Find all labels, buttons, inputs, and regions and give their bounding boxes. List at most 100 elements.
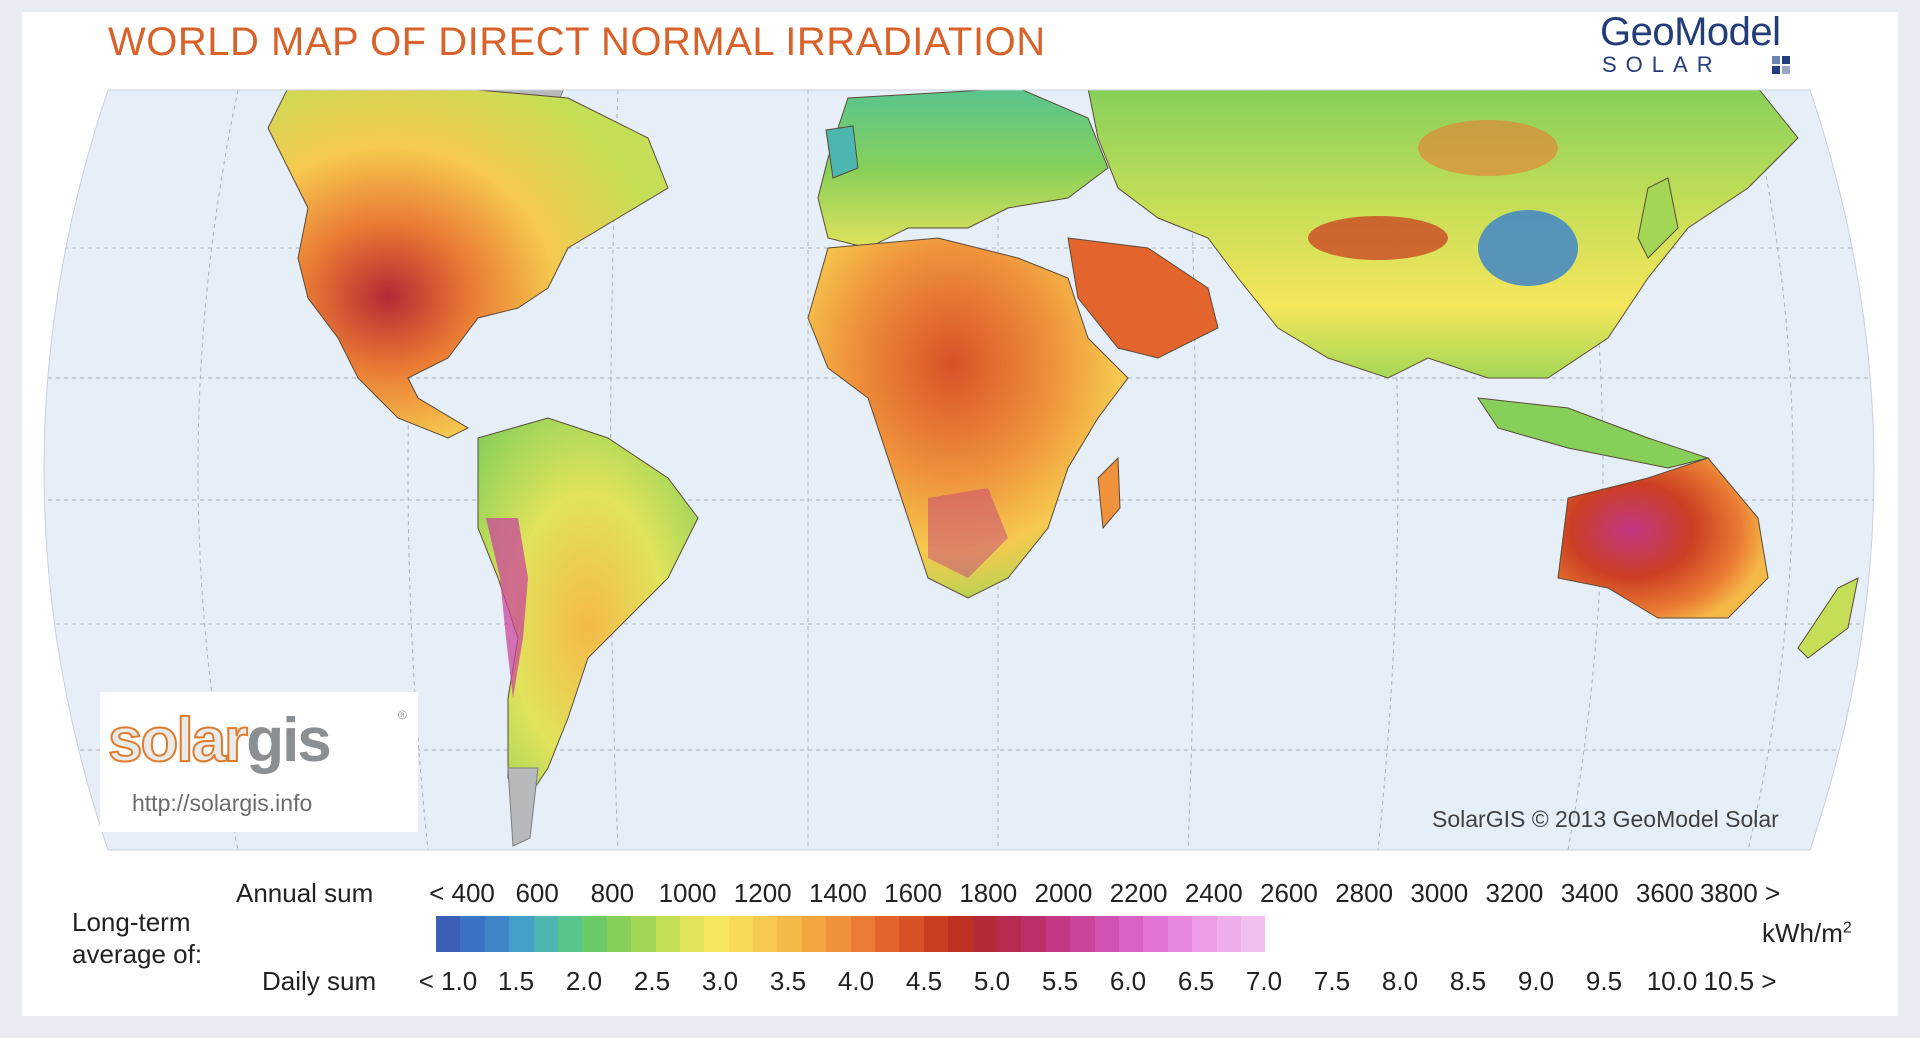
solargis-registered-mark: ® [398, 708, 407, 722]
north-america-shape [267, 90, 669, 439]
indonesia-shape [1476, 397, 1710, 469]
southern-africa-shape [928, 488, 1008, 578]
daily-tick-label: 4.0 [837, 966, 875, 996]
daily-tick-label: 8.0 [1381, 966, 1419, 996]
daily-tick-label: 10.5 > [1703, 966, 1777, 996]
daily-tick-label: 9.0 [1517, 966, 1555, 996]
daily-tick-label: 1.5 [497, 966, 535, 996]
legend-swatch [509, 916, 534, 952]
legend-swatch [460, 916, 485, 952]
annual-tick-label: 2400 [1184, 878, 1243, 908]
japan-shape [1637, 177, 1679, 259]
daily-tick-label: 3.5 [769, 966, 807, 996]
geomodel-squares-icon [1772, 56, 1790, 74]
daily-sum-label: Daily sum [262, 966, 377, 996]
daily-tick-label: 2.5 [633, 966, 671, 996]
patagonia-shape [507, 767, 539, 847]
daily-tick-label: < 1.0 [418, 966, 478, 996]
daily-tick-label: 3.0 [701, 966, 739, 996]
legend-heading: Long-term average of: [72, 907, 203, 969]
annual-tick-label: 3200 [1485, 878, 1544, 908]
daily-tick-label: 5.5 [1041, 966, 1079, 996]
annual-tick-label: 2200 [1109, 878, 1168, 908]
sichuan-region-shape [1478, 210, 1578, 286]
legend-swatch [875, 916, 900, 952]
solargis-url: http://solargis.info [132, 790, 313, 816]
legend-swatch [996, 916, 1022, 952]
daily-tick-label: 6.5 [1177, 966, 1215, 996]
annual-tick-label: 1800 [959, 878, 1018, 908]
copyright-text: SolarGIS © 2013 GeoModel Solar [1432, 806, 1779, 832]
daily-tick-label: 9.5 [1585, 966, 1623, 996]
mongolia-region-shape [1418, 120, 1558, 176]
daily-tick-label: 8.5 [1449, 966, 1487, 996]
solargis-logo: solargis [107, 706, 332, 775]
annual-tick-label: 3000 [1410, 878, 1469, 908]
legend-swatch [436, 916, 461, 952]
annual-tick-label: 600 [515, 878, 559, 908]
annual-tick-label: 2000 [1034, 878, 1093, 908]
africa-shape [807, 237, 1129, 599]
annual-tick-label: 1400 [808, 878, 867, 908]
annual-tick-label: < 400 [429, 878, 495, 908]
annual-tick-label: 3400 [1560, 878, 1619, 908]
daily-tick-label: 5.0 [973, 966, 1011, 996]
legend-swatch [631, 916, 656, 952]
legend-swatch [1216, 916, 1241, 952]
legend-swatch [826, 916, 851, 952]
daily-tick-label: 7.5 [1313, 966, 1351, 996]
legend-swatch [899, 916, 924, 952]
annual-tick-label: 1200 [733, 878, 792, 908]
solargis-logo-box: solargis ® http://solargis.info [100, 692, 418, 832]
europe-shape [817, 90, 1109, 249]
legend-swatch [533, 916, 558, 952]
annual-tick-label: 1600 [884, 878, 942, 908]
legend-swatch [777, 916, 802, 952]
new-zealand-shape [1797, 577, 1859, 659]
daily-tick-label: 7.0 [1245, 966, 1283, 996]
legend-swatch [606, 916, 632, 952]
legend-swatch [557, 916, 583, 952]
world-irradiation-map [43, 89, 1875, 851]
andes-strip-shape [486, 518, 528, 698]
daily-tick-label: 4.5 [905, 966, 943, 996]
australia-shape [1557, 457, 1769, 619]
geomodel-solar-label: SOLAR [1602, 52, 1722, 77]
legend-swatch [1167, 916, 1193, 952]
annual-tick-label: 800 [590, 878, 635, 908]
legend-swatch [704, 916, 729, 952]
legend-swatch [753, 916, 778, 952]
legend-swatch [655, 916, 680, 952]
daily-tick-label: 6.0 [1109, 966, 1147, 996]
madagascar-shape [1097, 456, 1121, 530]
annual-sum-label: Annual sum [236, 878, 374, 908]
annual-tick-label: 2600 [1260, 878, 1318, 908]
legend-swatch [1192, 916, 1217, 952]
legend-swatch [1045, 916, 1071, 952]
legend-swatch [1240, 916, 1266, 952]
geomodel-logo: GeoModel [1600, 10, 1781, 54]
annual-tick-label: 3600 [1635, 878, 1694, 908]
legend-swatch [923, 916, 949, 952]
daily-tick-label: 2.0 [565, 966, 603, 996]
arabia-shape [1067, 237, 1219, 359]
legend-swatch [582, 916, 607, 952]
tibet-region-shape [1308, 216, 1448, 260]
map-title: WORLD MAP OF DIRECT NORMAL IRRADIATION [108, 20, 1046, 64]
annual-tick-label: 2800 [1335, 878, 1394, 908]
legend-unit: kWh/m2 [1762, 918, 1852, 948]
legend-swatch [948, 916, 973, 952]
legend-swatch [1070, 916, 1095, 952]
legend-swatch [1094, 916, 1119, 952]
legend-swatch [801, 916, 827, 952]
uk-shape [825, 125, 859, 179]
legend-swatch [728, 916, 754, 952]
legend-swatch [1118, 916, 1144, 952]
legend-swatch [1143, 916, 1168, 952]
legend-color-bar [436, 916, 1266, 952]
annual-tick-label: 1000 [658, 878, 717, 908]
daily-tick-label: 10.0 [1646, 966, 1698, 996]
legend-swatch [972, 916, 997, 952]
annual-tick-label: 3800 > [1699, 878, 1781, 908]
legend-swatch [484, 916, 510, 952]
